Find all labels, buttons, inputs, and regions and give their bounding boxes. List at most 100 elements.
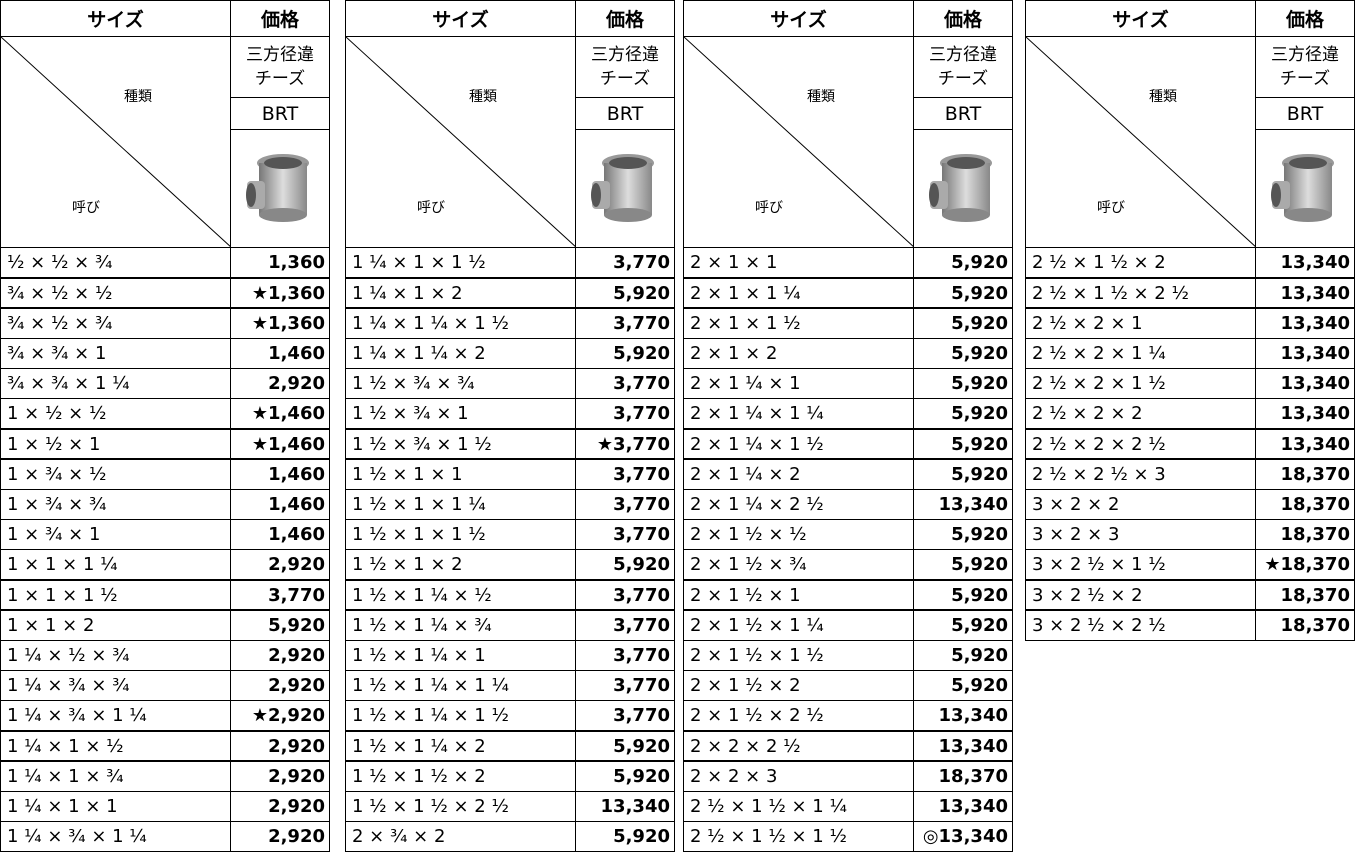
code-cell: BRT [575, 97, 675, 130]
product-name: チーズ [599, 69, 651, 89]
size-cell: ¾ × ½ × ½ [0, 277, 231, 309]
size-cell: 1 ½ × ¾ × ¾ [345, 367, 576, 400]
size-cell: 2 ½ × 2 × 1 ½ [1025, 367, 1256, 400]
size-cell: 1 ½ × 1 ¼ × 1 [345, 639, 576, 672]
product-cell: 三方径違 チーズ [575, 36, 675, 98]
product-image [913, 129, 1013, 248]
size-cell: 2 × 1 ½ × 2 ½ [683, 700, 914, 732]
price-cell: 3,770 [575, 367, 675, 400]
size-cell: 1 ¼ × 1 × 1 ½ [345, 247, 576, 279]
price-cell: 5,920 [913, 609, 1013, 642]
price-cell: 5,920 [913, 639, 1013, 672]
size-cell: 2 × 1 ½ × 1 [683, 579, 914, 611]
size-cell: 1 ¼ × ¾ × 1 ¼ [0, 700, 231, 732]
price-cell: 5,920 [575, 760, 675, 793]
product-name: 三方径違 [591, 45, 659, 65]
tee-icon [929, 153, 992, 222]
price-cell: 3,770 [575, 458, 675, 491]
size-cell: 2 ½ × 2 × 1 ¼ [1025, 337, 1256, 370]
price-cell: 3,770 [575, 639, 675, 672]
size-cell: 3 × 2 ½ × 2 ½ [1025, 609, 1256, 642]
size-cell: ¾ × ½ × ¾ [0, 307, 231, 340]
price-cell: 13,340 [575, 790, 675, 823]
size-cell: 1 ½ × 1 ¼ × 1 ½ [345, 700, 576, 732]
kind-cell [683, 36, 914, 248]
price-cell: 1,460 [230, 488, 330, 521]
size-cell: 2 × 1 ¼ × 1 ½ [683, 428, 914, 460]
size-cell: 3 × 2 ½ × 2 [1025, 579, 1256, 611]
size-cell: 2 × 1 ¼ × 1 ¼ [683, 398, 914, 430]
size-cell: 1 ¼ × 1 × 2 [345, 277, 576, 309]
price-cell: 5,920 [913, 398, 1013, 430]
product-name: チーズ [1279, 69, 1331, 89]
size-cell: 3 × 2 × 3 [1025, 518, 1256, 551]
code-cell: BRT [230, 97, 330, 130]
tee-icon [591, 153, 654, 222]
size-cell: 3 × 2 × 2 [1025, 488, 1256, 521]
size-cell: 1 ½ × 1 ¼ × 2 [345, 730, 576, 762]
price-cell: 5,920 [913, 307, 1013, 340]
code-cell: BRT [1255, 97, 1355, 130]
size-cell: 1 ¼ × ½ × ¾ [0, 639, 231, 672]
price-cell: 1,360 [230, 247, 330, 279]
size-cell: 3 × 2 ½ × 1 ½ [1025, 549, 1256, 581]
size-cell: 2 × 1 × 2 [683, 337, 914, 370]
product-name: 三方径違 [1271, 45, 1339, 65]
product-cell: 三方径違 チーズ [1255, 36, 1355, 98]
size-header: サイズ [683, 0, 914, 37]
price-cell: 3,770 [230, 579, 330, 611]
product-cell: 三方径違 チーズ [913, 36, 1013, 98]
size-cell: 2 × 1 × 1 ¼ [683, 277, 914, 309]
size-cell: 1 × 1 × 1 ¼ [0, 549, 231, 581]
price-cell: ★1,460 [230, 398, 330, 430]
product-name: チーズ [254, 69, 306, 89]
price-cell: 5,920 [575, 820, 675, 852]
kind-label: 種類 [1149, 89, 1177, 105]
price-cell: 5,920 [913, 579, 1013, 611]
size-cell: 1 ½ × 1 ¼ × 1 ¼ [345, 669, 576, 702]
size-cell: 2 ½ × 1 ½ × 2 [1025, 247, 1256, 279]
price-cell: 3,770 [575, 518, 675, 551]
product-image [230, 129, 330, 248]
kind-cell [0, 36, 231, 248]
price-cell: 13,340 [913, 700, 1013, 732]
price-cell: 1,460 [230, 518, 330, 551]
size-cell: 1 ¼ × ¾ × ¾ [0, 669, 231, 702]
size-cell: 1 ½ × 1 ¼ × ½ [345, 579, 576, 611]
price-cell: 13,340 [913, 730, 1013, 762]
size-cell: 2 × 1 ½ × 2 [683, 669, 914, 702]
price-cell: 5,920 [230, 609, 330, 642]
code-cell: BRT [913, 97, 1013, 130]
kind-label: 種類 [469, 89, 497, 105]
size-cell: 1 ¼ × 1 × 1 [0, 790, 231, 823]
price-cell: 13,340 [1255, 277, 1355, 309]
price-cell: 18,370 [1255, 488, 1355, 521]
product-name: チーズ [937, 69, 989, 89]
product-cell: 三方径違 チーズ [230, 36, 330, 98]
size-cell: 1 ½ × ¾ × 1 ½ [345, 428, 576, 460]
size-cell: 1 × ½ × ½ [0, 398, 231, 430]
kind-cell [345, 36, 576, 248]
price-cell: 5,920 [913, 337, 1013, 370]
size-cell: 1 ¼ × 1 × ½ [0, 730, 231, 762]
size-header: サイズ [345, 0, 576, 37]
price-cell: 5,920 [575, 277, 675, 309]
price-cell: ★18,370 [1255, 549, 1355, 581]
product-name: 三方径違 [246, 45, 314, 65]
size-cell: 2 × 1 ½ × 1 ½ [683, 639, 914, 672]
price-cell: 13,340 [1255, 398, 1355, 430]
price-cell: 3,770 [575, 669, 675, 702]
price-cell: 3,770 [575, 579, 675, 611]
size-cell: 2 × 1 × 1 [683, 247, 914, 279]
diagonal [684, 37, 913, 247]
size-cell: 1 ½ × 1 × 2 [345, 549, 576, 581]
size-cell: 2 × 1 ¼ × 2 [683, 458, 914, 491]
nominal-label: 呼び [417, 200, 445, 216]
price-cell: 13,340 [1255, 307, 1355, 340]
size-cell: 1 × 1 × 1 ½ [0, 579, 231, 611]
size-cell: 1 ¼ × 1 ¼ × 2 [345, 337, 576, 370]
product-image [575, 129, 675, 248]
tee-icon [1271, 153, 1334, 222]
size-cell: 1 ½ × 1 × 1 ¼ [345, 488, 576, 521]
